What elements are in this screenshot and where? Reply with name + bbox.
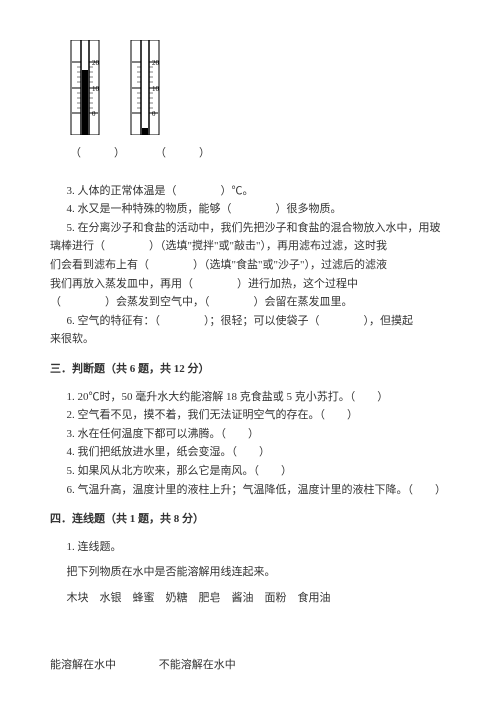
thermometer-group: 20 10 0: [70, 40, 450, 135]
matching-items: 木块 水银 蜂蜜 奶糖 肥皂 酱油 面粉 食用油: [67, 590, 451, 608]
section3-header: 三．判断题（共 6 题，共 12 分）: [50, 361, 450, 379]
svg-text:10: 10: [152, 85, 160, 93]
svg-text:20: 20: [92, 59, 100, 67]
fill-q6a: 6. 空气的特征有：（ ）；很轻；可以使袋子（ ），但摸起: [50, 313, 450, 331]
fill-q5c: 们会看到滤布上有（ ）（选填"食盐"或"沙子"），过滤后的滤液: [50, 257, 450, 275]
matching-section: 1. 连线题。 把下列物质在水中是否能溶解用线连起来。 木块 水银 蜂蜜 奶糖 …: [50, 539, 450, 675]
judge-q6: 6. 气温升高，温度计里的液柱上升；气温降低，温度计里的液柱下降。（ ）: [50, 482, 450, 500]
judge-q1: 1. 20℃时，50 毫升水大约能溶解 18 克食盐或 5 克小苏打。（ ）: [50, 389, 450, 407]
fill-q4: 4. 水又是一种特殊的物质，能够（ ）很多物质。: [50, 201, 450, 219]
category-soluble: 能溶解在水中: [50, 657, 116, 675]
judge-questions: 1. 20℃时，50 毫升水大约能溶解 18 克食盐或 5 克小苏打。（ ） 2…: [50, 389, 450, 500]
matching-instruction: 把下列物质在水中是否能溶解用线连起来。: [50, 564, 450, 582]
section4-header: 四．连线题（共 1 题，共 8 分）: [50, 511, 450, 529]
svg-text:0: 0: [152, 110, 156, 118]
fill-q3: 3. 人体的正常体温是（ ）℃。: [50, 183, 450, 201]
thermometer-2: 20 10 0: [130, 40, 160, 135]
judge-q5: 5. 如果风从北方吹来，那么它是南风。（ ）: [50, 463, 450, 481]
svg-text:10: 10: [92, 85, 100, 93]
fill-questions: 3. 人体的正常体温是（ ）℃。 4. 水又是一种特殊的物质，能够（ ）很多物质…: [50, 183, 450, 349]
matching-q1: 1. 连线题。: [50, 539, 450, 557]
category-insoluble: 不能溶解在水中: [159, 657, 236, 675]
matching-categories: 能溶解在水中 不能溶解在水中: [50, 657, 450, 675]
paren-left: （ ）: [70, 145, 125, 163]
paren-group: （ ） （ ）: [70, 145, 450, 163]
fill-q5e: （ ）会蒸发到空气中，（ ）会留在蒸发皿里。: [50, 294, 450, 312]
thermometer-1: 20 10 0: [70, 40, 100, 135]
svg-text:0: 0: [92, 110, 96, 118]
fill-q5b: 璃棒进行（ ）（选填"搅拌"或"敲击"），再用滤布过滤，这时我: [50, 238, 450, 256]
judge-q2: 2. 空气看不见，摸不着，我们无法证明空气的存在。（ ）: [50, 407, 450, 425]
fill-q5d: 我们再放入蒸发皿中，再用（ ）进行加热，这个过程中: [50, 276, 450, 294]
paren-right: （ ）: [155, 145, 210, 163]
judge-q4: 4. 我们把纸放进水里，纸会变湿。（ ）: [50, 444, 450, 462]
judge-q3: 3. 水在任何温度下都可以沸腾。（ ）: [50, 426, 450, 444]
svg-text:20: 20: [152, 59, 160, 67]
fill-q6b: 来很软。: [50, 331, 450, 349]
fill-q5a: 5. 在分离沙子和食盐的活动中，我们先把沙子和食盐的混合物放入水中，用玻: [50, 220, 450, 238]
